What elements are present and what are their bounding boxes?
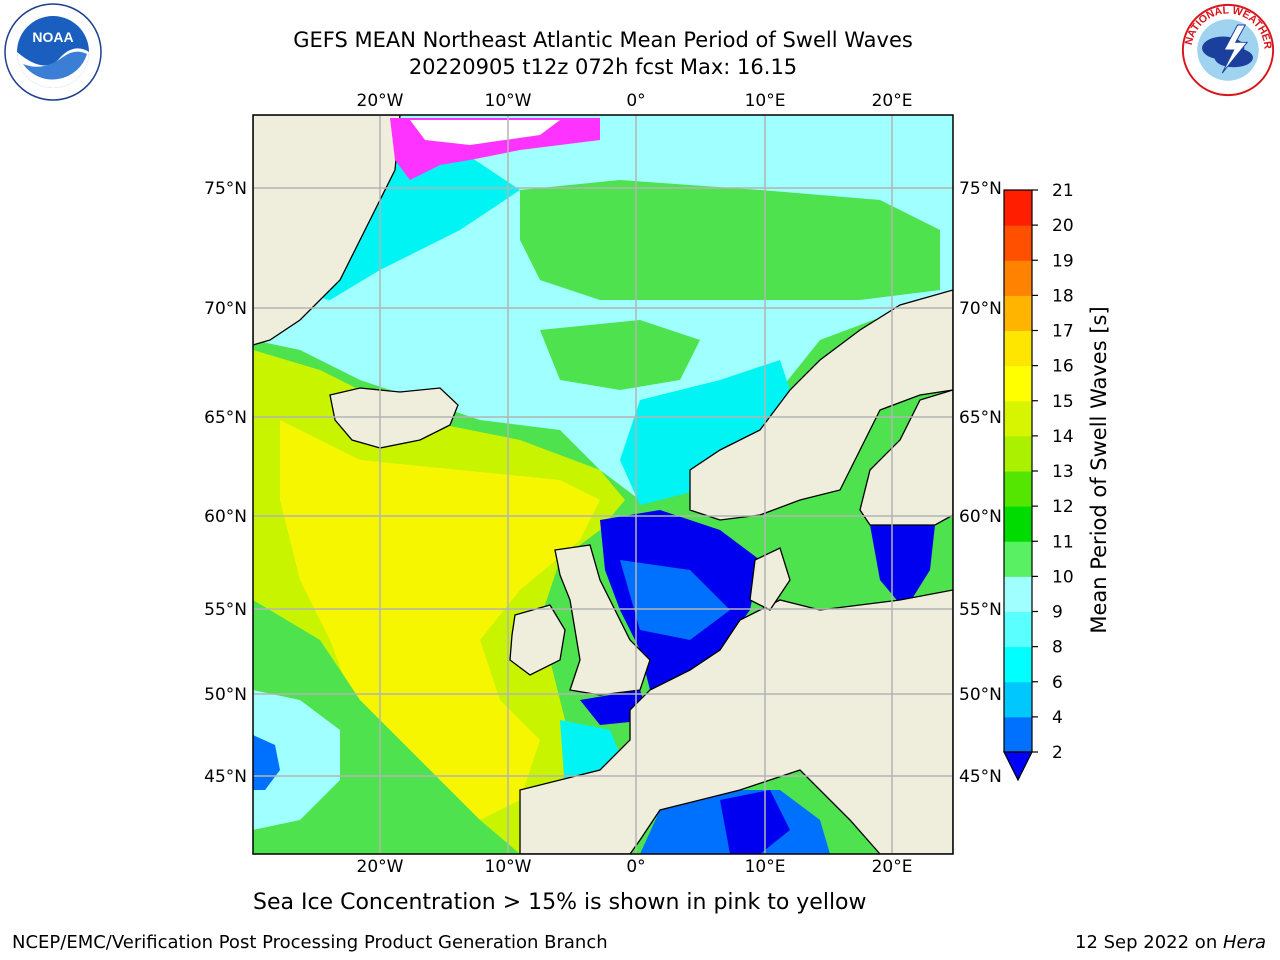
colorbar-segment — [1004, 716, 1032, 753]
colorbar-tick-label: 13 — [1052, 462, 1074, 482]
lon-label-top: 10°W — [485, 91, 532, 111]
colorbar-tick-label: 4 — [1052, 708, 1063, 728]
lat-label-left: 45°N — [204, 767, 247, 787]
ocean-blue-baltic — [870, 525, 935, 610]
map-area — [253, 115, 953, 854]
colorbar-segment — [1004, 225, 1032, 261]
sea-ice-core — [410, 120, 560, 145]
lat-label-right: 55°N — [959, 600, 1002, 620]
ocean-green-north — [520, 180, 940, 300]
lat-label-left: 75°N — [204, 179, 247, 199]
land-britain — [554, 544, 651, 696]
lon-label-bottom: 10°W — [485, 857, 532, 877]
ocean-yellow-core — [280, 420, 600, 830]
land-scandinavia — [689, 289, 953, 521]
colorbar-segment — [1004, 681, 1032, 718]
lat-label-right: 75°N — [959, 179, 1002, 199]
lat-label-left: 65°N — [204, 408, 247, 428]
lat-label-right: 65°N — [959, 408, 1002, 428]
lon-label-top: 10°E — [745, 91, 786, 111]
colorbar-segment — [1004, 541, 1032, 577]
colorbar-extend-arrow — [1003, 751, 1033, 782]
colorbar-label: Mean Period of Swell Waves [s] — [1087, 306, 1111, 633]
caption: Sea Ice Concentration > 15% is shown in … — [253, 890, 867, 915]
graticule — [253, 115, 953, 854]
footer-date: 12 Sep 2022 on Hera — [1075, 932, 1266, 953]
footer-credit: NCEP/EMC/Verification Post Processing Pr… — [12, 932, 608, 953]
colorbar-tick-label: 6 — [1052, 673, 1063, 693]
colorbar-segment — [1004, 330, 1032, 367]
lat-labels-right: 75°N 70°N 65°N 60°N 55°N 50°N 45°N — [959, 179, 1002, 787]
lat-label-right: 60°N — [959, 507, 1002, 527]
colorbar-segment — [1004, 576, 1032, 612]
noaa-logo-text: NOAA — [32, 29, 73, 45]
colorbar-segment — [1004, 400, 1032, 437]
lon-label-bottom: 20°W — [357, 857, 404, 877]
colorbar-segment — [1004, 471, 1032, 507]
colorbar-segment — [1004, 190, 1032, 226]
lat-label-left: 60°N — [204, 507, 247, 527]
lon-label-top: 20°W — [357, 91, 404, 111]
ocean-blue-lightpatch — [620, 560, 730, 640]
chart-title: GEFS MEAN Northeast Atlantic Mean Period… — [293, 28, 913, 52]
colorbar-tick-label: 16 — [1052, 357, 1074, 377]
lat-label-right: 70°N — [959, 299, 1002, 319]
colorbar-tick-label: 15 — [1052, 392, 1074, 412]
colorbar-tick-label: 9 — [1052, 603, 1063, 623]
colorbar-tick-label: 17 — [1052, 322, 1074, 342]
colorbar-tick-label: 2 — [1052, 743, 1063, 763]
colorbar-segment — [1004, 365, 1032, 402]
colorbar-tick-label: 21 — [1052, 181, 1074, 201]
colorbar-tick-label: 14 — [1052, 427, 1074, 447]
lat-label-left: 55°N — [204, 600, 247, 620]
colorbar-segment — [1004, 295, 1032, 331]
ocean-cyan-south — [253, 690, 340, 830]
colorbar-segment — [1004, 435, 1032, 472]
lon-label-top: 20°E — [872, 91, 913, 111]
land-denmark — [749, 547, 791, 611]
chart-subtitle: 20220905 t12z 072h fcst Max: 16.15 — [408, 55, 798, 79]
lon-labels-top: 20°W 10°W 0° 10°E 20°E — [357, 91, 913, 111]
lon-label-bottom: 0° — [626, 857, 645, 877]
ocean-blue-med-dark — [720, 790, 790, 854]
lat-label-left: 50°N — [204, 685, 247, 705]
colorbar-tick-label: 11 — [1052, 532, 1074, 552]
colorbar-tick-label: 20 — [1052, 216, 1074, 236]
land-iceland — [329, 387, 459, 449]
ocean-cyan-norway — [620, 360, 800, 505]
lat-label-left: 70°N — [204, 299, 247, 319]
footer-date-text: 12 Sep 2022 on — [1075, 932, 1223, 953]
lon-label-bottom: 10°E — [745, 857, 786, 877]
land-sweden-finland — [859, 389, 953, 526]
land-europe — [519, 589, 953, 854]
colorbar-tick-label: 18 — [1052, 286, 1074, 306]
colorbar-segment — [1004, 611, 1032, 648]
colorbar-segment — [1004, 260, 1032, 296]
lon-label-bottom: 20°E — [872, 857, 913, 877]
colorbar-tick-label: 19 — [1052, 251, 1074, 271]
lat-labels-left: 75°N 70°N 65°N 60°N 55°N 50°N 45°N — [204, 179, 247, 787]
colorbar-tick-label: 8 — [1052, 638, 1063, 658]
noaa-logo: NOAA — [4, 3, 102, 101]
colorbar-tick-label: 10 — [1052, 567, 1074, 587]
colorbar-segment — [1004, 506, 1032, 542]
colorbar-segment — [1004, 646, 1032, 683]
ocean-green-patch — [540, 320, 700, 390]
map-frame — [252, 114, 954, 855]
footer-host: Hera — [1222, 932, 1266, 953]
nws-logo: NATIONAL WEATHER SERVICE — [1178, 2, 1275, 97]
lat-label-right: 50°N — [959, 685, 1002, 705]
colorbar-tick-label: 12 — [1052, 497, 1074, 517]
lon-label-top: 0° — [626, 91, 645, 111]
lat-label-right: 45°N — [959, 767, 1002, 787]
colorbar: 2 4 6 8 9 10 11 12 13 14 15 16 17 18 19 20 21 — [1003, 181, 1074, 782]
lon-labels-bottom: 20°W 10°W 0° 10°E 20°E — [357, 857, 913, 877]
